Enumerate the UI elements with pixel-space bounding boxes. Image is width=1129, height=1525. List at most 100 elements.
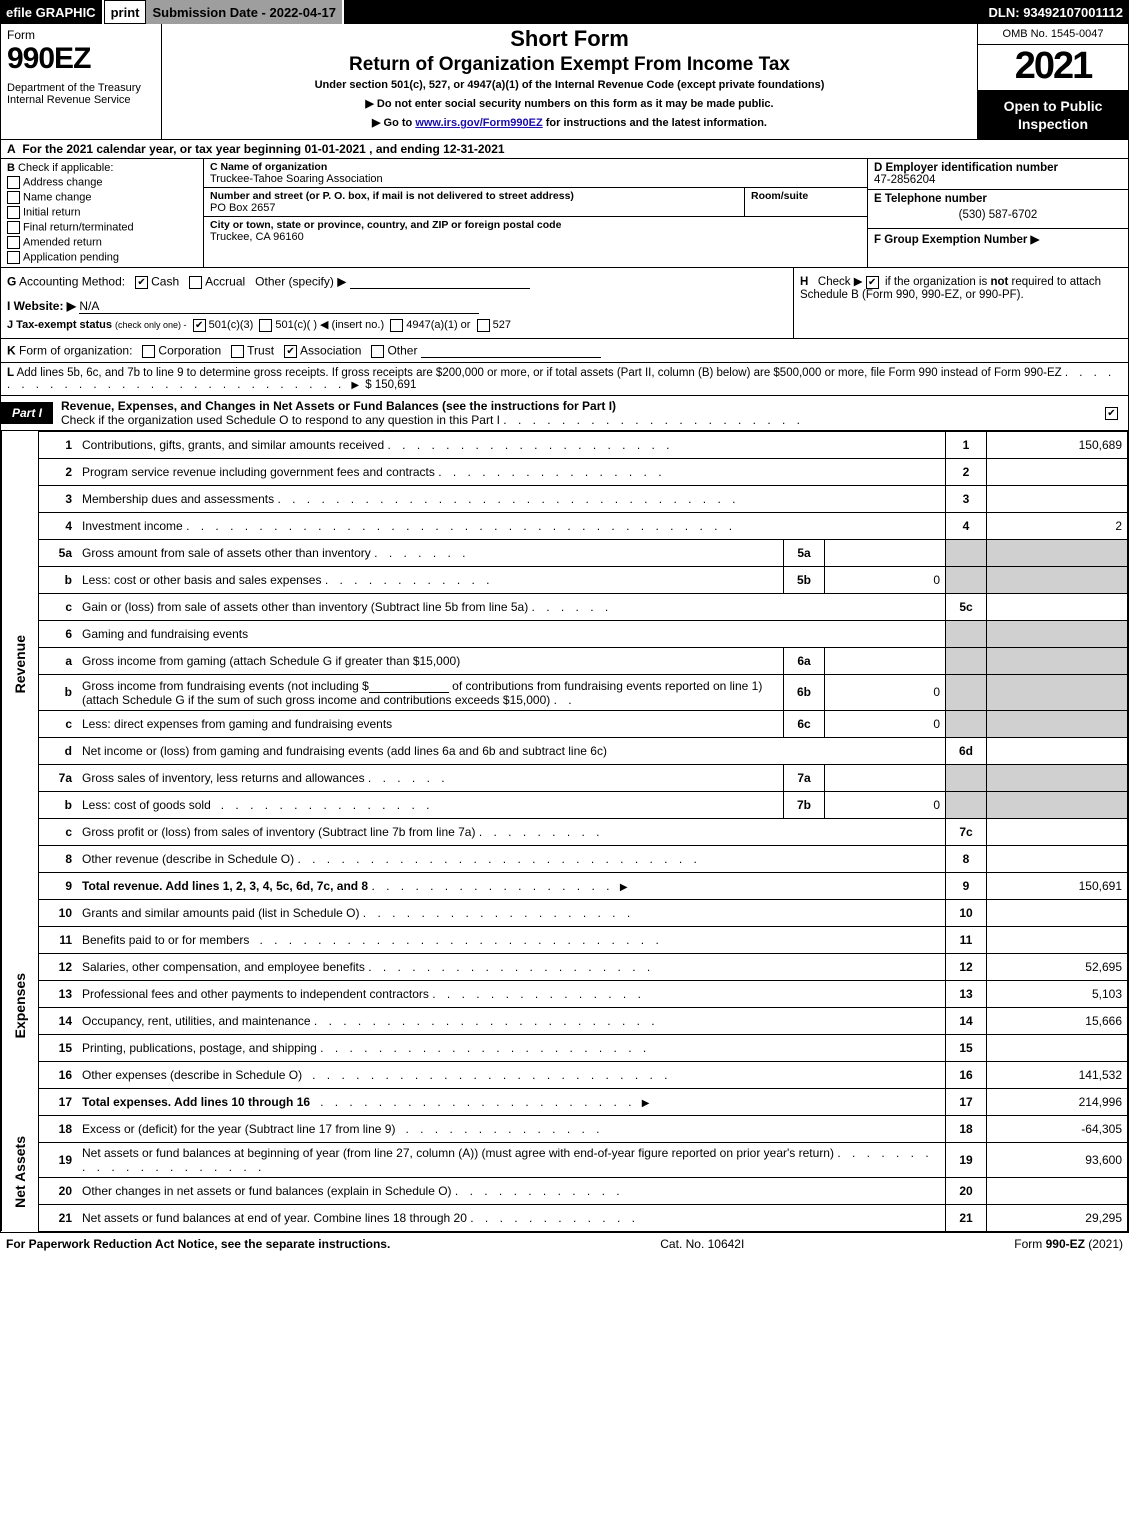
room-label: Room/suite xyxy=(751,190,808,202)
g-label: G xyxy=(7,275,16,289)
row-a-text: For the 2021 calendar year, or tax year … xyxy=(22,142,504,156)
line-12: 12 Salaries, other compensation, and emp… xyxy=(2,953,1128,980)
chk-h-schedule-b[interactable] xyxy=(866,276,879,289)
col-c-org-info: C Name of organization Truckee-Tahoe Soa… xyxy=(204,159,868,267)
addr-label: Number and street (or P. O. box, if mail… xyxy=(210,190,574,202)
line-13: 13 Professional fees and other payments … xyxy=(2,980,1128,1007)
goto-link-line: ▶ Go to www.irs.gov/Form990EZ for instru… xyxy=(168,116,971,129)
line-7b: b Less: cost of goods sold . . . . . . .… xyxy=(2,791,1128,818)
g-col: G Accounting Method: Cash Accrual Other … xyxy=(1,268,793,338)
l-text: Add lines 5b, 6c, and 7b to line 9 to de… xyxy=(17,367,1062,379)
h-col: H Check ▶ if the organization is not req… xyxy=(793,268,1128,338)
chk-4947[interactable] xyxy=(390,319,403,332)
opt-527: 527 xyxy=(493,319,511,331)
arrow-icon xyxy=(639,1095,653,1109)
line-9: 9 Total revenue. Add lines 1, 2, 3, 4, 5… xyxy=(2,872,1128,899)
line-6d: d Net income or (loss) from gaming and f… xyxy=(2,737,1128,764)
chk-final-return[interactable]: Final return/terminated xyxy=(7,221,197,234)
website-value: N/A xyxy=(79,299,479,314)
opt-initial: Initial return xyxy=(23,207,80,219)
footer-right: Form 990-EZ (2021) xyxy=(1014,1237,1123,1251)
opt-501c3: 501(c)(3) xyxy=(209,319,254,331)
col-de-ids: D Employer identification number 47-2856… xyxy=(868,159,1128,267)
top-bar: efile GRAPHIC print Submission Date - 20… xyxy=(0,0,1129,24)
chk-schedule-o-part-i[interactable] xyxy=(1105,407,1118,420)
row-gh: G Accounting Method: Cash Accrual Other … xyxy=(1,268,1128,339)
chk-501c3[interactable] xyxy=(193,319,206,332)
subtitle: Under section 501(c), 527, or 4947(a)(1)… xyxy=(168,79,971,91)
phone-label: E Telephone number xyxy=(874,193,987,205)
warning-ssn: ▶ Do not enter social security numbers o… xyxy=(168,97,971,110)
opt-accrual: Accrual xyxy=(205,275,245,289)
line-7a: 7a Gross sales of inventory, less return… xyxy=(2,764,1128,791)
line-19: 19 Net assets or fund balances at beginn… xyxy=(2,1142,1128,1177)
dln-label: DLN: 93492107001112 xyxy=(983,0,1129,24)
line-5b: b Less: cost or other basis and sales ex… xyxy=(2,566,1128,593)
line-6b: b Gross income from fundraising events (… xyxy=(2,674,1128,710)
line-5a: 5a Gross amount from sale of assets othe… xyxy=(2,539,1128,566)
l-label: L xyxy=(7,367,14,379)
chk-accrual[interactable] xyxy=(189,276,202,289)
chk-application-pending[interactable]: Application pending xyxy=(7,251,197,264)
opt-name: Name change xyxy=(23,192,92,204)
footer: For Paperwork Reduction Act Notice, see … xyxy=(0,1233,1129,1255)
entity-row: B Check if applicable: Address change Na… xyxy=(1,159,1128,268)
h-label: H xyxy=(800,276,808,288)
submission-date: Submission Date - 2022-04-17 xyxy=(146,0,344,24)
line-20: 20 Other changes in net assets or fund b… xyxy=(2,1177,1128,1204)
irs-link[interactable]: www.irs.gov/Form990EZ xyxy=(415,117,542,129)
opt-corp: Corporation xyxy=(158,344,221,358)
form-word: Form xyxy=(7,28,155,42)
chk-name-change[interactable]: Name change xyxy=(7,191,197,204)
org-name: Truckee-Tahoe Soaring Association xyxy=(210,173,383,185)
org-address: PO Box 2657 xyxy=(210,202,275,214)
line-14: 14 Occupancy, rent, utilities, and maint… xyxy=(2,1007,1128,1034)
opt-assoc: Association xyxy=(300,344,361,358)
part-title-text: Revenue, Expenses, and Changes in Net As… xyxy=(61,399,616,413)
print-button[interactable]: print xyxy=(104,0,147,24)
opt-other: Other (specify) ▶ xyxy=(255,275,346,289)
omb-number: OMB No. 1545-0047 xyxy=(978,24,1128,45)
goto-pre: ▶ Go to xyxy=(372,117,415,129)
chk-trust[interactable] xyxy=(231,345,244,358)
arrow-icon xyxy=(617,879,631,893)
opt-final: Final return/terminated xyxy=(23,222,134,234)
chk-527[interactable] xyxy=(477,319,490,332)
other-specify-input[interactable] xyxy=(350,274,530,289)
line-11: 11 Benefits paid to or for members . . .… xyxy=(2,926,1128,953)
website-label: I Website: ▶ xyxy=(7,299,76,313)
row-a-calendar: A For the 2021 calendar year, or tax yea… xyxy=(1,140,1128,159)
chk-cash[interactable] xyxy=(135,276,148,289)
main-title: Return of Organization Exempt From Incom… xyxy=(168,54,971,76)
line-6a: a Gross income from gaming (attach Sched… xyxy=(2,647,1128,674)
col-b-label: B xyxy=(7,162,15,174)
g-text: Accounting Method: xyxy=(19,275,125,289)
form-id-block: Form 990EZ Department of the Treasury In… xyxy=(1,24,162,139)
tax-year: 2021 xyxy=(978,45,1128,91)
omb-year-block: OMB No. 1545-0047 2021 Open to Public In… xyxy=(977,24,1128,139)
chk-other-org[interactable] xyxy=(371,345,384,358)
chk-address-change[interactable]: Address change xyxy=(7,176,197,189)
chk-assoc[interactable] xyxy=(284,345,297,358)
line-7c: c Gross profit or (loss) from sales of i… xyxy=(2,818,1128,845)
part-i-header: Part I Revenue, Expenses, and Changes in… xyxy=(1,396,1128,431)
other-org-input[interactable] xyxy=(421,343,601,358)
part-label: Part I xyxy=(1,402,53,424)
chk-501c[interactable] xyxy=(259,319,272,332)
part-title: Revenue, Expenses, and Changes in Net As… xyxy=(61,396,1098,430)
form-title-block: Short Form Return of Organization Exempt… xyxy=(162,24,977,139)
opt-cash: Cash xyxy=(151,275,179,289)
chk-initial-return[interactable]: Initial return xyxy=(7,206,197,219)
line-6c: c Less: direct expenses from gaming and … xyxy=(2,710,1128,737)
phone-value: (530) 587-6702 xyxy=(874,205,1122,225)
row-a-label: A xyxy=(7,142,16,156)
ein-label: D Employer identification number xyxy=(874,162,1058,174)
line-4: 4 Investment income . . . . . . . . . . … xyxy=(2,512,1128,539)
chk-amended-return[interactable]: Amended return xyxy=(7,236,197,249)
k-label: K xyxy=(7,344,16,358)
chk-corp[interactable] xyxy=(142,345,155,358)
opt-app: Application pending xyxy=(23,252,119,264)
part-sub: Check if the organization used Schedule … xyxy=(61,413,500,427)
dept-label: Department of the Treasury Internal Reve… xyxy=(7,82,155,106)
line-8: 8 Other revenue (describe in Schedule O)… xyxy=(2,845,1128,872)
